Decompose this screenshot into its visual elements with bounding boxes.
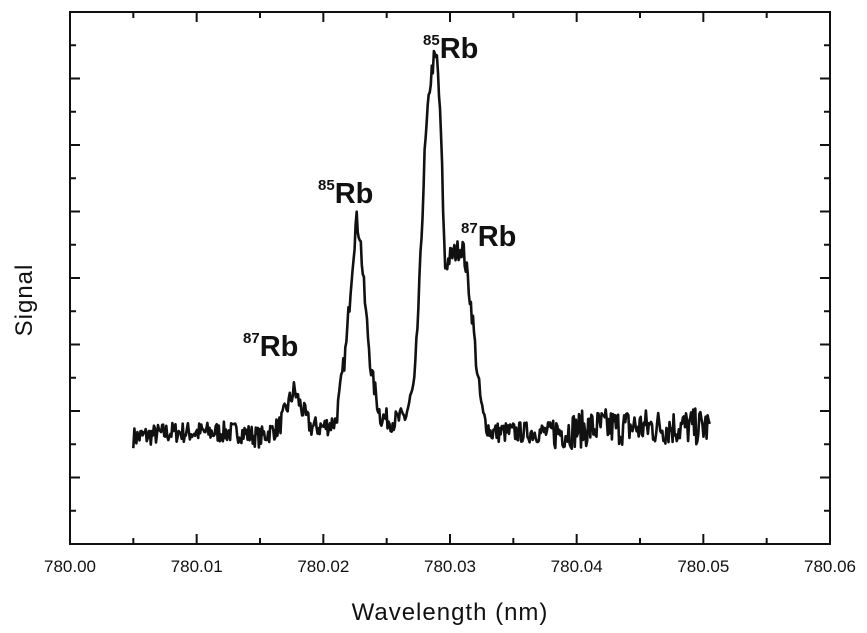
- x-tick-label: 780.06: [804, 557, 856, 576]
- x-tick-label: 780.05: [677, 557, 729, 576]
- x-tick-label: 780.01: [171, 557, 223, 576]
- x-tick-label: 780.00: [44, 557, 96, 576]
- axis-ticks: [69, 11, 831, 545]
- x-tick-label: 780.02: [297, 557, 349, 576]
- plot-frame: [69, 11, 831, 545]
- x-tick-labels: 780.00 780.01 780.02 780.03 780.04 780.05 780.…: [44, 557, 856, 576]
- peak-label-rb87: 87Rb: [243, 330, 298, 363]
- peak-label-rb85: 85Rb: [318, 177, 373, 210]
- x-tick-label: 780.04: [551, 557, 603, 576]
- y-axis-title: Signal: [11, 264, 38, 337]
- signal-trace: [132, 49, 711, 450]
- peak-label-rb85: 85Rb: [423, 32, 478, 65]
- peak-label-rb87: 87Rb: [461, 220, 516, 253]
- peak-labels: 87Rb 85Rb 85Rb 87Rb: [243, 32, 516, 363]
- x-tick-label: 780.03: [424, 557, 476, 576]
- x-axis-title: Wavelength (nm): [352, 599, 549, 626]
